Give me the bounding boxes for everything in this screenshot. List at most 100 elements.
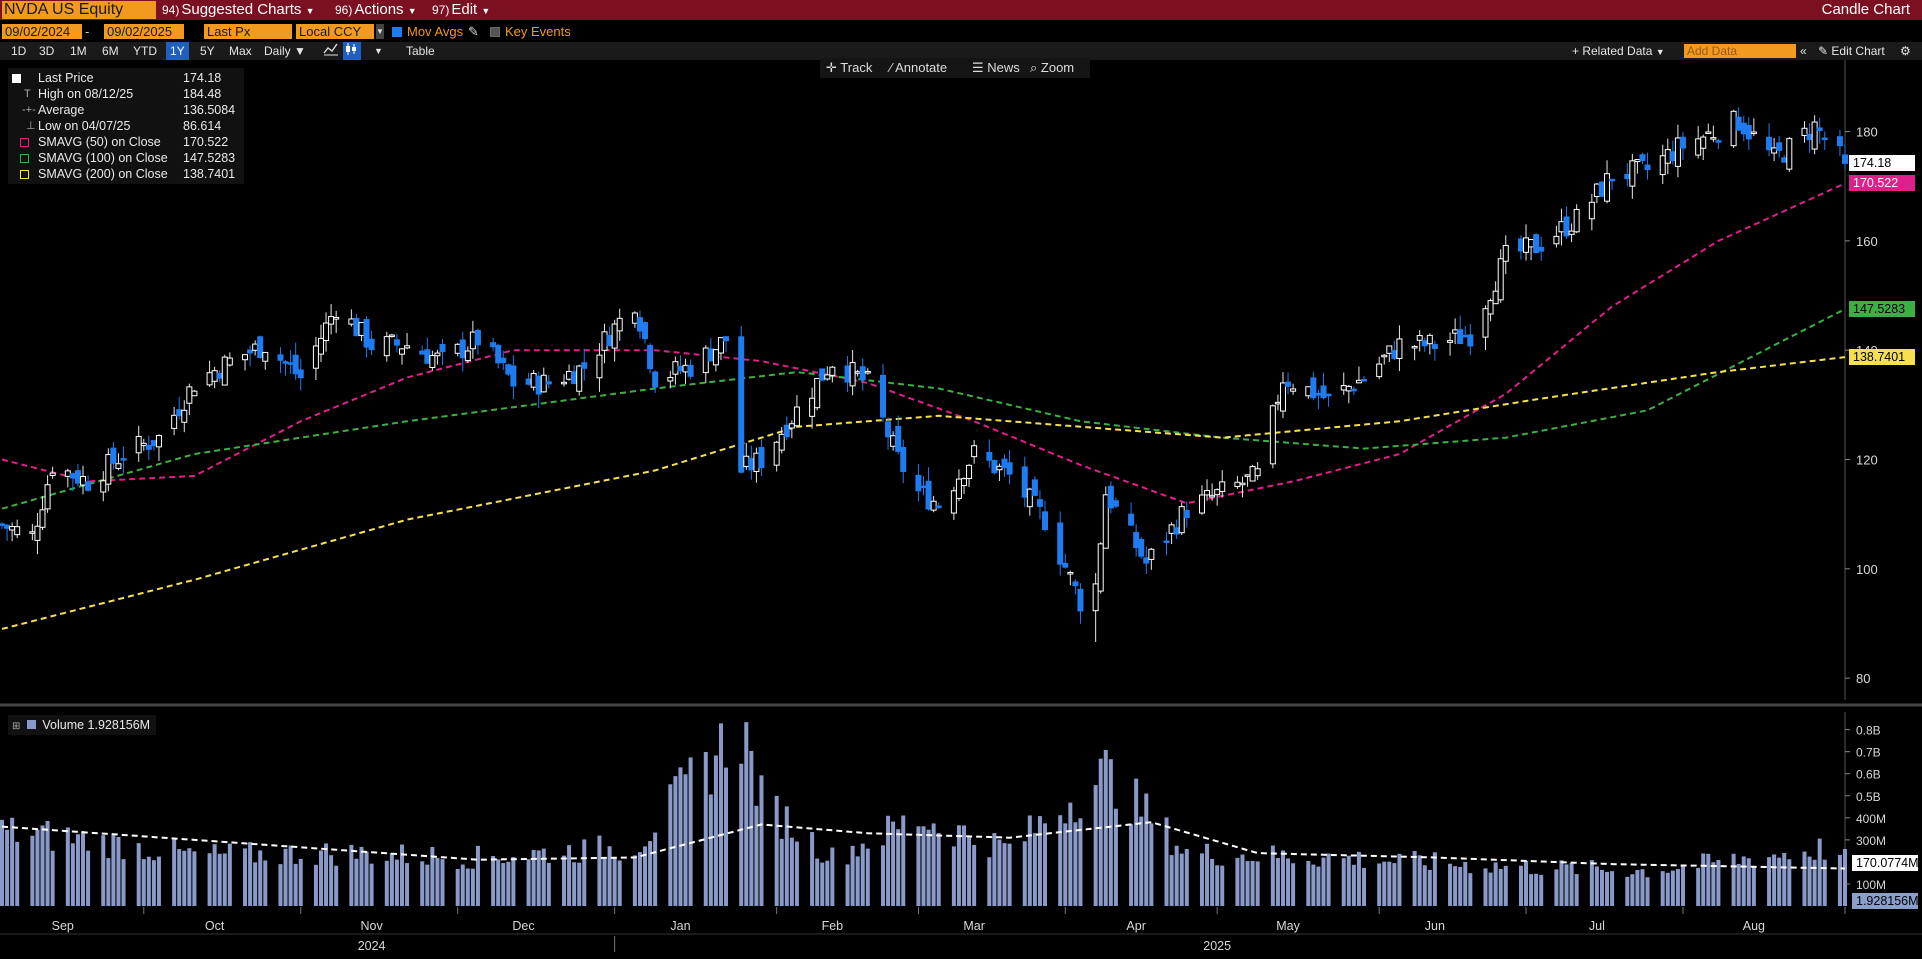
candle-body	[85, 481, 92, 491]
currency-select[interactable]: Local CCY	[296, 24, 374, 39]
candle-body	[900, 447, 907, 473]
end-date-field[interactable]: 09/02/2025	[104, 24, 184, 39]
volume-bar	[1032, 833, 1037, 906]
suggested-charts-menu[interactable]: 94) Suggested Charts ▼	[162, 0, 315, 20]
volume-bar	[318, 850, 323, 906]
volume-tick-label: 400M	[1856, 812, 1886, 826]
candle-chart-icon[interactable]	[343, 42, 361, 60]
candle-body	[1067, 571, 1074, 575]
candle-body	[368, 338, 375, 351]
month-label: Feb	[822, 919, 844, 933]
price-tick-label: 80	[1856, 671, 1870, 686]
volume-bar	[106, 858, 111, 906]
menu-number: 94)	[162, 3, 180, 17]
volume-bar	[617, 860, 622, 906]
zoom-tool[interactable]: ⌕ Zoom	[1030, 58, 1074, 78]
edit-chart-button[interactable]: ✎ Edit Chart	[1818, 42, 1885, 60]
candle-body	[636, 317, 643, 332]
volume-bar	[972, 844, 977, 906]
year-label: 2025	[1203, 939, 1231, 953]
range-6m[interactable]: 6M	[102, 44, 119, 58]
related-data-menu[interactable]: + Related Data ▼	[1572, 42, 1665, 60]
volume-bar	[151, 860, 156, 906]
volume-bar	[1275, 858, 1280, 906]
volume-bar	[15, 841, 20, 906]
candle-body	[864, 370, 871, 374]
settings-gear-icon[interactable]: ⚙	[1900, 44, 1911, 58]
volume-bar	[1134, 778, 1139, 906]
volume-bar	[1002, 843, 1007, 906]
annotate-tool[interactable]: ∕ Annotate	[890, 58, 947, 78]
legend-row: T High on 08/12/25 184.48	[8, 86, 244, 102]
chart-style-dropdown-icon[interactable]: ▼	[374, 46, 383, 56]
mov-avgs-checkbox[interactable]	[392, 27, 402, 37]
volume-bar	[567, 845, 572, 906]
volume-bar	[1772, 854, 1777, 906]
track-tool[interactable]: ✛ Track	[826, 58, 872, 78]
range-5y[interactable]: 5Y	[200, 44, 215, 58]
volume-bar	[1210, 858, 1215, 906]
key-events-checkbox[interactable]	[490, 27, 500, 37]
price-tick-label: 160	[1856, 234, 1878, 249]
legend-row: SMAVG (50) on Close 170.522	[8, 134, 244, 150]
volume-bar	[962, 825, 967, 906]
candle-body	[576, 365, 583, 392]
candle-body	[333, 317, 340, 320]
pencil-icon[interactable]: ✎	[468, 24, 479, 39]
average-marker-icon: -+-	[22, 104, 36, 116]
candle-body	[1659, 155, 1666, 176]
candle-body	[74, 470, 81, 484]
expand-icon[interactable]: ⊞	[12, 721, 21, 732]
start-date-field[interactable]: 09/02/2024	[2, 24, 82, 39]
range-3d[interactable]: 3D	[39, 44, 55, 58]
news-tool[interactable]: ☰ News	[972, 58, 1020, 78]
legend-value: 136.5084	[183, 103, 236, 117]
candle-body	[277, 354, 284, 361]
volume-bar	[399, 844, 404, 906]
volume-bar	[1625, 876, 1630, 906]
candle-body	[1244, 474, 1251, 477]
collapse-icon[interactable]: «	[1800, 44, 1807, 58]
volume-bar	[1245, 861, 1250, 906]
range-ytd[interactable]: YTD	[133, 44, 157, 58]
month-label: Jul	[1589, 919, 1605, 933]
volume-bar	[136, 843, 141, 906]
range-1m[interactable]: 1M	[70, 44, 87, 58]
candle-body	[829, 366, 836, 376]
range-1d[interactable]: 1D	[11, 44, 27, 58]
actions-menu[interactable]: 96) Actions ▼	[335, 0, 417, 20]
volume-bar	[577, 862, 582, 906]
table-button[interactable]: Table	[406, 44, 435, 58]
candle-body	[1639, 154, 1646, 162]
price-field-select[interactable]: Last Px	[204, 24, 292, 39]
frequency-select[interactable]: Daily ▼	[264, 42, 306, 60]
volume-bar	[1316, 866, 1321, 906]
candle-body	[206, 372, 213, 386]
candle-body	[738, 336, 745, 473]
candle-body	[358, 322, 365, 336]
volume-bar	[1488, 872, 1493, 906]
candle-body	[297, 369, 304, 379]
range-1y[interactable]: 1Y	[166, 42, 189, 60]
volume-bar	[172, 839, 177, 906]
line-chart-icon[interactable]	[323, 42, 343, 60]
candle-body	[1497, 258, 1504, 301]
range-max[interactable]: Max	[229, 44, 252, 58]
ticker-input[interactable]: NVDA US Equity	[2, 1, 156, 19]
candle-body	[490, 342, 497, 348]
add-data-input[interactable]: Add Data	[1684, 44, 1796, 58]
candle-body	[647, 344, 654, 370]
volume-bar	[967, 837, 972, 906]
candle-body	[1811, 121, 1818, 150]
volume-bar	[217, 853, 222, 906]
volume-bar	[475, 845, 480, 906]
volume-bar	[1341, 858, 1346, 906]
candle-body	[186, 386, 193, 404]
edit-menu[interactable]: 97) Edit ▼	[432, 0, 490, 20]
volume-bar	[810, 832, 815, 906]
currency-dropdown-icon[interactable]: ▼	[376, 24, 384, 39]
volume-bar	[1767, 857, 1772, 906]
volume-bar	[460, 864, 465, 906]
chart-type-title: Candle Chart	[1821, 1, 1910, 18]
